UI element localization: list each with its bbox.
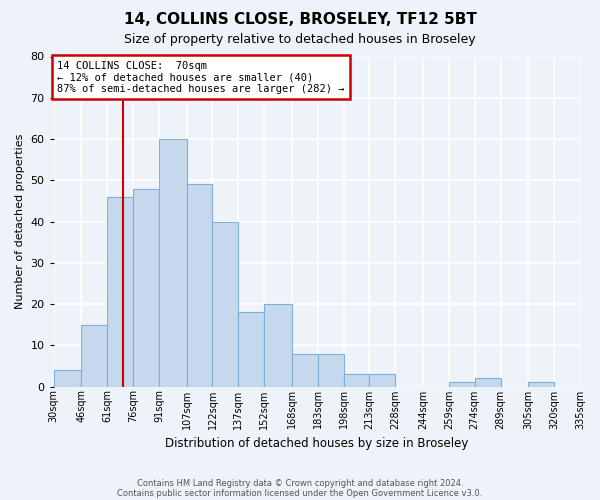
- Bar: [159, 139, 187, 386]
- Bar: [133, 188, 159, 386]
- Text: 14, COLLINS CLOSE, BROSELEY, TF12 5BT: 14, COLLINS CLOSE, BROSELEY, TF12 5BT: [124, 12, 476, 28]
- Bar: [54, 370, 82, 386]
- Bar: [292, 354, 318, 386]
- Text: Size of property relative to detached houses in Broseley: Size of property relative to detached ho…: [124, 32, 476, 46]
- Bar: [528, 382, 554, 386]
- Bar: [475, 378, 500, 386]
- Bar: [344, 374, 370, 386]
- Text: Contains HM Land Registry data © Crown copyright and database right 2024.: Contains HM Land Registry data © Crown c…: [137, 478, 463, 488]
- Bar: [264, 304, 292, 386]
- Bar: [82, 324, 107, 386]
- Bar: [187, 184, 212, 386]
- Bar: [449, 382, 475, 386]
- Bar: [107, 197, 133, 386]
- Bar: [238, 312, 264, 386]
- Bar: [370, 374, 395, 386]
- Y-axis label: Number of detached properties: Number of detached properties: [15, 134, 25, 309]
- Text: 14 COLLINS CLOSE:  70sqm
← 12% of detached houses are smaller (40)
87% of semi-d: 14 COLLINS CLOSE: 70sqm ← 12% of detache…: [57, 60, 344, 94]
- Bar: [212, 222, 238, 386]
- X-axis label: Distribution of detached houses by size in Broseley: Distribution of detached houses by size …: [165, 437, 469, 450]
- Text: Contains public sector information licensed under the Open Government Licence v3: Contains public sector information licen…: [118, 488, 482, 498]
- Bar: [318, 354, 344, 386]
